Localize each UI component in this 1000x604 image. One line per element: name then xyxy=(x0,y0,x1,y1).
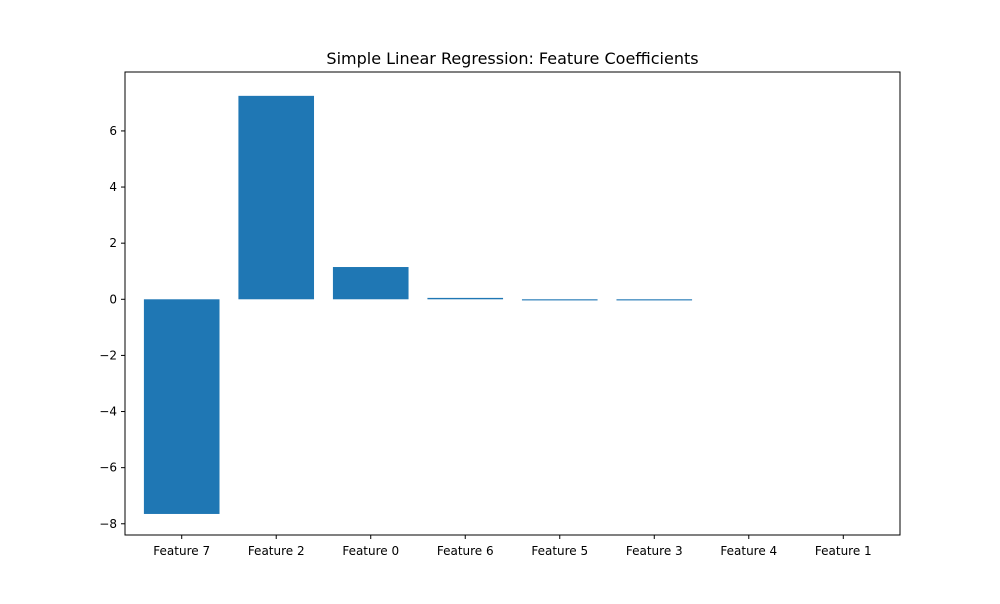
plot-frame xyxy=(124,71,901,536)
y-tick-label: 4 xyxy=(109,180,117,194)
y-tick-label: 0 xyxy=(109,292,117,306)
bar xyxy=(427,297,504,300)
x-tick-label: Feature 1 xyxy=(815,544,872,558)
x-tick-label: Feature 3 xyxy=(626,544,683,558)
x-tick-label: Feature 0 xyxy=(342,544,399,558)
chart-title: Simple Linear Regression: Feature Coeffi… xyxy=(326,49,698,68)
y-tick-label: 6 xyxy=(109,124,117,138)
bar xyxy=(143,299,220,514)
x-tick-label: Feature 5 xyxy=(531,544,588,558)
y-tick-label: −2 xyxy=(99,348,117,362)
y-tick-label: −4 xyxy=(99,405,117,419)
bar xyxy=(616,299,693,301)
x-tick-label: Feature 6 xyxy=(437,544,494,558)
y-tick-label: −8 xyxy=(99,517,117,531)
x-tick-label: Feature 7 xyxy=(153,544,210,558)
y-tick-label: 2 xyxy=(109,236,117,250)
bar xyxy=(238,95,315,300)
bar xyxy=(332,267,409,300)
x-tick-label: Feature 4 xyxy=(720,544,777,558)
x-tick-label: Feature 2 xyxy=(248,544,305,558)
bars-layer xyxy=(143,95,693,514)
axes-layer: −8 −6 −4 −2 0 2 4 6 Feature 7 Feature 2 Feature 0 F… xyxy=(99,71,901,558)
bar xyxy=(521,299,598,301)
y-tick-label: −6 xyxy=(99,461,117,475)
